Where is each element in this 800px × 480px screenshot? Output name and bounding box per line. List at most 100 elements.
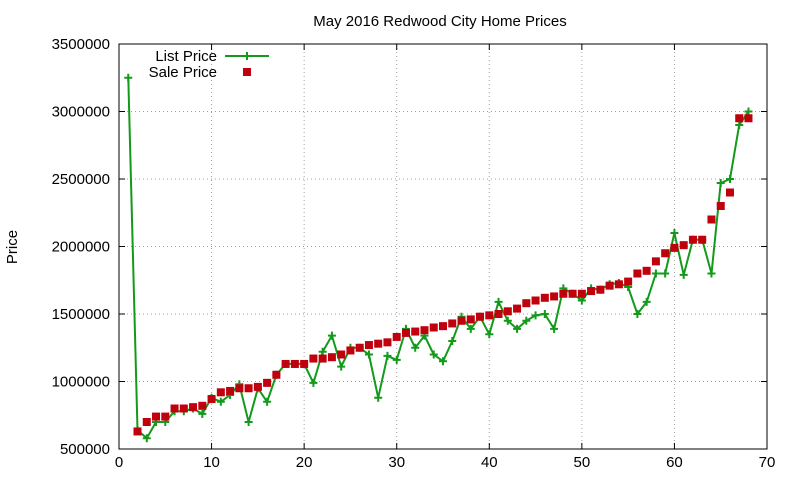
list-price-point [661, 269, 670, 278]
sale-price-point [716, 202, 725, 210]
list-price-point [735, 121, 744, 129]
y-tick-label: 1500000 [52, 306, 110, 323]
sale-price-point [170, 404, 179, 413]
series-layer [124, 73, 753, 443]
legend: List Price Sale Price [149, 48, 269, 81]
sale-price-point [142, 418, 151, 426]
sale-price-point [614, 280, 623, 289]
sale-price-point [466, 315, 475, 324]
sale-price-point [476, 312, 485, 321]
sale-price-point [503, 307, 512, 316]
x-tick-label: 70 [759, 454, 776, 471]
sale-price-point [272, 370, 281, 379]
sale-price-point [735, 114, 744, 123]
list-price-point [216, 397, 225, 406]
sale-price-point [281, 359, 290, 368]
sale-price-point [179, 404, 188, 413]
list-price-point [263, 397, 272, 406]
list-price-point [327, 331, 336, 340]
sale-price-point [698, 235, 707, 244]
legend-label-list-price: List Price [155, 48, 217, 65]
sale-price-point [651, 257, 660, 266]
y-tick-label: 1000000 [52, 374, 110, 391]
sale-price-point [392, 332, 401, 341]
list-price-point [707, 269, 716, 278]
sale-price-point [346, 346, 355, 355]
list-price-point [577, 296, 586, 305]
list-price-point [364, 350, 373, 359]
sale-price-point [633, 269, 642, 278]
sale-price-point [374, 339, 383, 348]
sale-price-point [439, 322, 447, 331]
y-tick-label: 3500000 [52, 36, 110, 53]
y-tick-label: 3000000 [52, 104, 110, 121]
list-price-point [633, 310, 642, 318]
sale-price-point [596, 285, 605, 294]
list-price-point [429, 350, 438, 359]
sale-price-point [235, 384, 244, 393]
sale-price-point [707, 215, 716, 224]
list-price-point [550, 324, 559, 333]
list-price-point [716, 179, 725, 188]
list-price-point [383, 351, 392, 360]
sale-price-point [290, 359, 299, 368]
sale-price-point [309, 354, 318, 363]
sale-price-point [457, 316, 466, 325]
list-price-point [513, 324, 522, 333]
sale-price-point [133, 427, 142, 436]
list-price-point [124, 73, 133, 82]
list-price-point [540, 310, 549, 318]
list-price-point [679, 270, 688, 279]
sale-price-point [624, 277, 633, 286]
chart-title: May 2016 Redwood City Home Prices [313, 13, 566, 30]
list-price-point [244, 418, 253, 426]
legend-marker-sale-price [243, 68, 251, 76]
list-price-point [448, 337, 457, 345]
x-tick-label: 30 [388, 454, 405, 471]
sale-price-point [263, 378, 272, 387]
sale-price-point [355, 343, 364, 352]
sale-price-point [253, 382, 262, 391]
sale-price-point [207, 395, 216, 404]
list-price-point [494, 297, 503, 306]
list-price-point [531, 311, 540, 320]
sale-price-point [161, 412, 170, 421]
sale-price-point [429, 323, 438, 332]
sale-price-point [198, 401, 207, 410]
sale-price-point [679, 241, 688, 250]
list-price-point [651, 269, 660, 278]
sale-price-point [420, 326, 429, 335]
x-tick-label: 20 [296, 454, 313, 471]
tick-layer: 0 10 20 30 40 50 60 70 500000 1000000 1500000 20000… [52, 36, 776, 471]
x-tick-label: 50 [574, 454, 591, 471]
sale-price-point [485, 311, 494, 320]
sale-price-point [300, 359, 309, 368]
sale-price-point [513, 304, 522, 313]
sale-price-point [152, 412, 161, 421]
list-price-point [374, 393, 383, 402]
sale-price-point [559, 289, 568, 298]
list-price-point [337, 362, 346, 371]
y-tick-label: 500000 [60, 441, 110, 458]
sale-price-point [550, 292, 559, 301]
list-price-point [411, 343, 420, 352]
sale-price-point [226, 386, 235, 395]
list-price-point [725, 175, 734, 183]
list-price-point [318, 347, 327, 356]
sale-price-point [642, 266, 651, 275]
sale-price-point [448, 319, 457, 328]
list-price-point [142, 434, 151, 443]
list-price-point [642, 297, 651, 306]
sale-price-point [411, 327, 420, 336]
sale-price-point [577, 289, 586, 298]
list-price-point [466, 324, 475, 333]
y-axis-label: Price [4, 230, 21, 264]
sale-price-point [670, 243, 679, 252]
sale-price-point [337, 350, 346, 359]
sale-price-point [725, 188, 734, 197]
x-tick-label: 0 [115, 454, 123, 471]
list-price-point [522, 316, 531, 325]
y-tick-label: 2000000 [52, 239, 110, 256]
legend-marker-list-price [243, 52, 251, 60]
